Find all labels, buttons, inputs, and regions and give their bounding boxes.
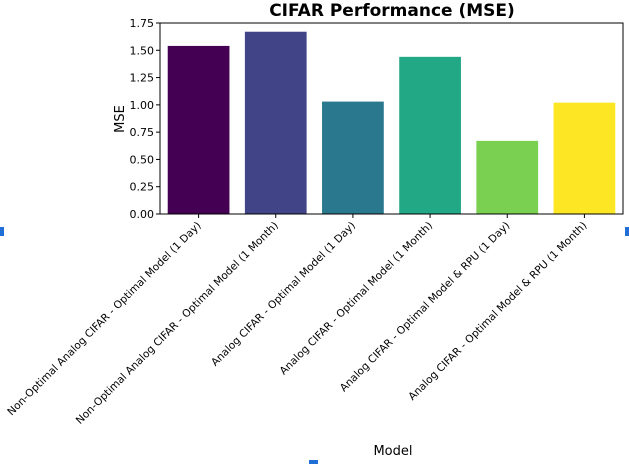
x-tick-label: Analog CIFAR - Optimal Model (1 Month) — [278, 220, 436, 378]
resize-handle-left[interactable] — [0, 227, 4, 236]
y-tick-label: 0.50 — [130, 153, 155, 166]
y-tick-label: 1.25 — [130, 72, 155, 85]
y-axis-label: MSE — [113, 105, 128, 133]
y-tick-label: 0.25 — [130, 181, 155, 194]
y-tick-label: 1.75 — [130, 17, 155, 30]
bar — [553, 102, 616, 214]
x-tick-label: Analog CIFAR - Optimal Model (1 Day) — [209, 220, 358, 369]
chart-title: CIFAR Performance (MSE) — [269, 1, 515, 21]
x-tick-label: Analog CIFAR - Optimal Model & RPU (1 Da… — [338, 220, 513, 395]
bar — [476, 140, 539, 214]
y-tick-label: 1.00 — [130, 99, 155, 112]
resize-handle-bottom[interactable] — [309, 460, 318, 464]
bar — [399, 56, 461, 214]
resize-handle-right[interactable] — [625, 227, 629, 236]
bar — [167, 45, 230, 214]
y-tick-label: 0.00 — [130, 208, 155, 221]
bar — [244, 31, 307, 214]
x-tick-label: Analog CIFAR - Optimal Model & RPU (1 Mo… — [406, 220, 589, 403]
y-tick-label: 0.75 — [130, 126, 155, 139]
x-axis-label: Model — [373, 444, 412, 459]
y-tick-label: 1.50 — [130, 44, 155, 57]
plot-frame — [159, 22, 624, 215]
bar — [322, 101, 384, 214]
